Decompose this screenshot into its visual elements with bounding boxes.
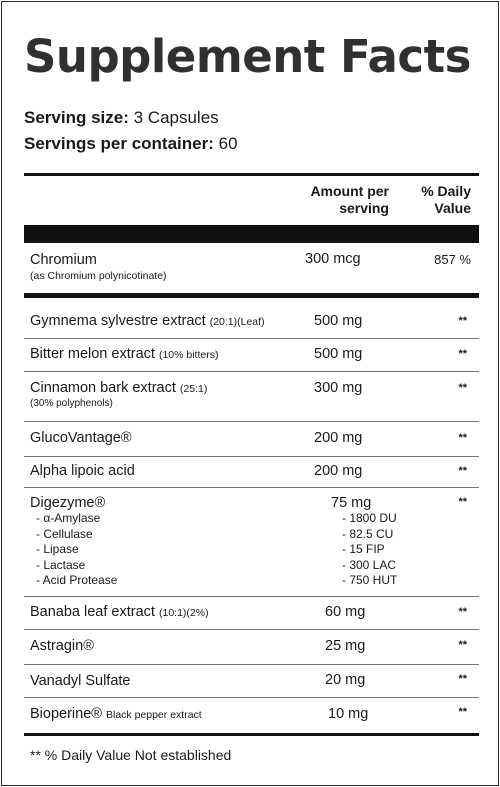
row-banaba: Banaba leaf extract (10:1)(2%) 60 mg **	[24, 597, 479, 630]
row-glucovantage: GlucoVantage® 200 mg **	[24, 422, 479, 457]
footnote: ** % Daily Value Not established	[30, 747, 232, 763]
ingredient-name: Vanadyl Sulfate	[30, 673, 131, 689]
ingredient-daily-value: **	[458, 382, 467, 394]
ingredient-name: Cinnamon bark extract (25:1)	[30, 380, 208, 396]
row-astragin: Astragin® 25 mg **	[24, 630, 479, 665]
ingredient-daily-value: **	[458, 465, 467, 477]
ingredient-daily-value: **	[458, 315, 467, 327]
amount-per-serving-header: Amount per serving	[310, 183, 389, 216]
servings-per-container: Servings per container: 60	[24, 134, 238, 154]
component-name: - Lipase	[36, 542, 79, 556]
component-name: - Lactase	[36, 557, 86, 572]
ingredient-daily-value: **	[458, 496, 467, 508]
digezyme-component-names: - α-Amylase - Cellulase - Lipase - Lacta…	[36, 511, 117, 589]
ingredient-daily-value: 857 %	[434, 252, 471, 267]
ingredient-sub: (30% polyphenols)	[30, 398, 113, 409]
ingredient-name: Alpha lipoic acid	[30, 463, 135, 479]
ingredient-amount: 500 mg	[314, 313, 363, 329]
ingredient-daily-value: **	[458, 639, 467, 651]
panel-title: Supplement Facts	[24, 30, 471, 83]
ingredient-amount: 20 mg	[325, 672, 366, 688]
ingredient-amount: 10 mg	[328, 706, 369, 722]
component-amount: - 300 LAC	[342, 557, 397, 572]
serving-size: Serving size: 3 Capsules	[24, 108, 219, 128]
row-vanadyl-sulfate: Vanadyl Sulfate 20 mg **	[24, 665, 479, 698]
row-gymnema: Gymnema sylvestre extract (20:1)(Leaf) 5…	[24, 303, 479, 339]
row-bitter-melon: Bitter melon extract (10% bitters) 500 m…	[24, 339, 479, 372]
ingredient-name: Chromium	[30, 252, 97, 268]
row-bioperine: Bioperine® Black pepper extract 10 mg **	[24, 698, 479, 732]
ingredient-daily-value: **	[458, 673, 467, 685]
component-amount: - 750 HUT	[342, 573, 398, 587]
ingredient-name: GlucoVantage®	[30, 430, 132, 446]
ingredient-name: Banaba leaf extract (10:1)(2%)	[30, 604, 209, 620]
ingredient-amount: 200 mg	[314, 463, 363, 479]
component-amount: - 1800 DU	[342, 511, 397, 525]
ingredient-amount: 300 mg	[314, 380, 363, 396]
component-amount: - 82.5 CU	[342, 526, 394, 541]
serving-size-label: Serving size:	[24, 108, 129, 127]
header-bar	[24, 225, 479, 243]
row-alpha-lipoic-acid: Alpha lipoic acid 200 mg **	[24, 457, 479, 488]
daily-value-header: % Daily Value	[421, 183, 471, 216]
row-chromium: Chromium (as Chromium polynicotinate) 30…	[24, 243, 479, 293]
component-name: - Cellulase	[36, 526, 93, 541]
chromium-rule	[24, 293, 479, 298]
ingredient-amount: 200 mg	[314, 430, 363, 446]
digezyme-component-amounts: - 1800 DU - 82.5 CU - 15 FIP - 300 LAC -…	[342, 511, 397, 589]
servings-per-container-label: Servings per container:	[24, 134, 214, 153]
ingredient-amount: 25 mg	[325, 638, 366, 654]
ingredient-daily-value: **	[458, 348, 467, 360]
servings-per-container-value: 60	[218, 134, 238, 153]
ingredient-amount: 60 mg	[325, 604, 366, 620]
ingredient-name: Astragin®	[30, 638, 94, 654]
ingredient-daily-value: **	[458, 706, 467, 718]
row-digezyme: Digezyme® 75 mg ** - α-Amylase - Cellula…	[24, 488, 479, 597]
component-name: - Acid Protease	[36, 573, 118, 587]
ingredient-daily-value: **	[458, 432, 467, 444]
bottom-rule	[24, 733, 479, 736]
ingredient-name: Bitter melon extract (10% bitters)	[30, 346, 219, 362]
ingredient-name: Bioperine® Black pepper extract	[30, 706, 202, 722]
ingredient-amount: 300 mcg	[305, 251, 361, 267]
top-rule	[24, 173, 479, 176]
row-cinnamon: Cinnamon bark extract (25:1) (30% polyph…	[24, 372, 479, 422]
ingredient-name: Digezyme®	[30, 495, 106, 511]
ingredient-amount: 75 mg	[331, 495, 372, 511]
component-amount: - 15 FIP	[342, 542, 385, 556]
serving-size-value: 3 Capsules	[133, 108, 219, 127]
ingredient-sub: (as Chromium polynicotinate)	[30, 270, 167, 282]
ingredient-daily-value: **	[458, 606, 467, 618]
ingredient-name: Gymnema sylvestre extract (20:1)(Leaf)	[30, 313, 265, 329]
component-name: - α-Amylase	[36, 511, 101, 525]
ingredient-amount: 500 mg	[314, 346, 363, 362]
